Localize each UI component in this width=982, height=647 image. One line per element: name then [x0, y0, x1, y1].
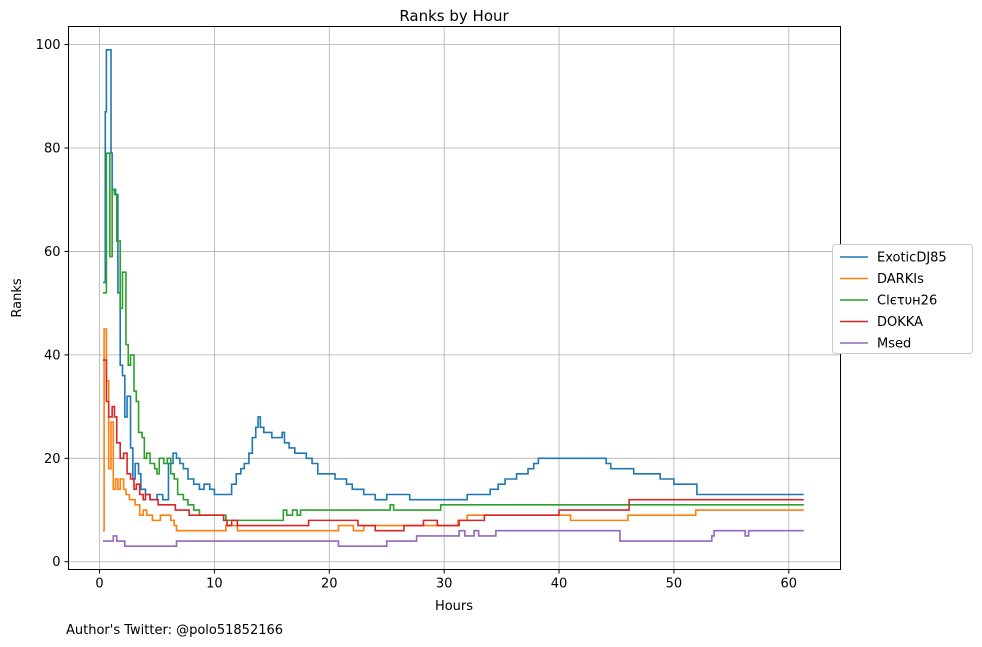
x-tick-label: 40 [551, 577, 568, 592]
series-lines [102, 48, 804, 548]
series-line-dokka [102, 359, 804, 532]
x-tick-label: 0 [95, 577, 103, 592]
legend-box [832, 244, 973, 354]
y-tick-label: 40 [44, 348, 61, 363]
series-line-darkis [102, 328, 804, 532]
author-credit: Author's Twitter: @polo51852166 [66, 623, 283, 638]
grid-lines [68, 26, 841, 570]
y-tick-label: 100 [36, 38, 61, 53]
legend-label: Msed [877, 337, 911, 352]
x-tick-label: 10 [206, 577, 223, 592]
legend-label: Clєτυн26 [877, 294, 937, 309]
axis-ticks: 0 10 20 30 40 50 60 0 20 40 60 80 100 [36, 38, 797, 591]
y-tick-label: 20 [44, 452, 61, 467]
x-tick-label: 50 [666, 577, 683, 592]
x-tick-label: 20 [321, 577, 338, 592]
legend-label: DARKIs [877, 272, 924, 287]
y-tick-label: 60 [44, 245, 61, 260]
legend-label: ExoticDJ85 [877, 251, 947, 266]
x-axis-label: Hours [435, 599, 473, 614]
x-tick-label: 30 [436, 577, 453, 592]
x-tick-label: 60 [781, 577, 798, 592]
chart-title: Ranks by Hour [399, 7, 509, 25]
legend-label: DOKKA [877, 315, 923, 330]
series-line-msed [102, 529, 804, 548]
legend: ExoticDJ85 DARKIs Clєτυн26 DOKKA Msed [832, 244, 973, 354]
y-tick-label: 0 [52, 555, 60, 570]
series-line-cl-26 [102, 152, 804, 522]
y-axis-label: Ranks [10, 278, 25, 317]
y-tick-label: 80 [44, 142, 61, 157]
